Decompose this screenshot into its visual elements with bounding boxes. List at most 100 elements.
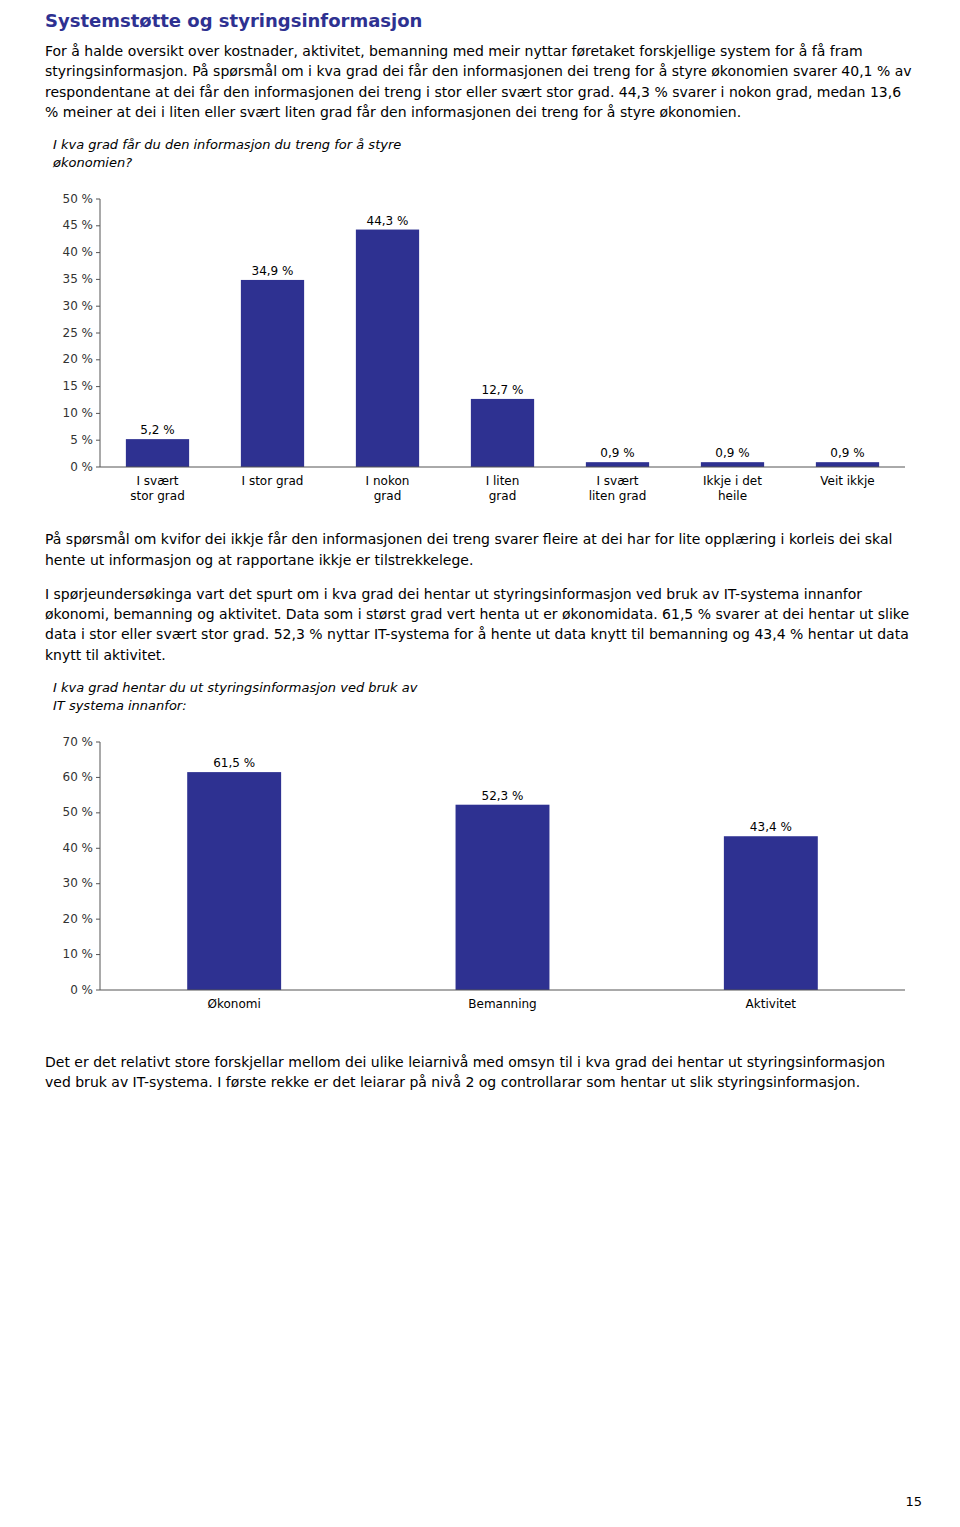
x-tick-label: Ikkje i detheile [703, 474, 762, 503]
y-tick [96, 813, 100, 814]
y-tick [96, 848, 100, 849]
x-tick-label: Økonomi [208, 997, 261, 1011]
y-tick-label: 45 % [63, 219, 94, 233]
y-tick [96, 440, 100, 441]
x-tick-label-line: Aktivitet [746, 997, 797, 1011]
y-tick-label: 0 % [70, 460, 93, 474]
x-axis-line [100, 467, 905, 468]
y-tick [96, 306, 100, 307]
x-tick-label: I sværtliten grad [589, 474, 647, 503]
y-tick [96, 360, 100, 361]
y-tick-label: 30 % [63, 299, 94, 313]
y-tick-label: 50 % [63, 806, 94, 820]
y-tick [96, 199, 100, 200]
y-tick-label: 40 % [63, 841, 94, 855]
y-tick-label: 20 % [63, 353, 94, 367]
data-label: 34,9 % [252, 264, 294, 278]
x-axis: Økonomi Bemanning Aktivitet [208, 997, 797, 1011]
y-tick [96, 742, 100, 743]
y-tick [96, 990, 100, 991]
x-tick-label-line: stor grad [130, 489, 185, 503]
x-tick-label-line: I svært [596, 474, 638, 488]
x-tick-label-line: Ikkje i det [703, 474, 762, 488]
data-label: 0,9 % [830, 446, 864, 460]
x-tick-label: I litengrad [486, 474, 520, 503]
x-tick-label: Bemanning [468, 997, 536, 1011]
y-tick [96, 467, 100, 468]
y-tick [96, 226, 100, 227]
y-tick-label: 35 % [63, 272, 94, 286]
chart-title: I kva grad får du den informasjon du tre… [53, 136, 915, 171]
page: Systemstøtte og styringsinformasjon For å… [45, 10, 915, 1107]
data-label: 44,3 % [367, 214, 409, 228]
bar [586, 462, 649, 467]
y-axis: 0 % 5 % 10 % 15 % 20 % 25 % 30 % 35 % 40 % 45 % 50… [63, 192, 101, 474]
x-tick-label: I sværtstor grad [130, 474, 185, 503]
chart-title: I kva grad hentar du ut styringsinformas… [53, 679, 915, 714]
bar [471, 399, 534, 467]
bar [126, 439, 189, 467]
y-tick [96, 386, 100, 387]
data-label: 12,7 % [482, 383, 524, 397]
x-tick-label-line: grad [489, 489, 517, 503]
x-tick-label-line: I stor grad [242, 474, 304, 488]
page-number: 15 [905, 1494, 922, 1509]
data-label: 5,2 % [140, 423, 174, 437]
x-tick-label-line: grad [374, 489, 402, 503]
x-axis: I sværtstor gradI stor gradI nokongradI … [130, 474, 875, 503]
y-axis-line [100, 742, 101, 990]
x-tick-label: I stor grad [242, 474, 304, 488]
y-tick-label: 30 % [63, 876, 94, 890]
page-title: Systemstøtte og styringsinformasjon [45, 10, 915, 31]
y-tick-label: 15 % [63, 379, 94, 393]
y-tick-label: 10 % [63, 406, 94, 420]
x-tick-label-line: Bemanning [468, 997, 536, 1011]
data-label: 52,3 % [482, 789, 524, 803]
bars [187, 772, 818, 990]
y-axis-line [100, 199, 101, 467]
paragraph: Det er det relativt store forskjellar me… [45, 1052, 915, 1093]
x-tick-label: Aktivitet [746, 997, 797, 1011]
x-axis-line [100, 990, 905, 991]
chart: 0 %10 %20 %30 %40 %50 %60 %70 %61,5 %52,… [45, 718, 915, 1038]
bar [356, 230, 419, 467]
y-tick-label: 40 % [63, 245, 94, 259]
data-label: 43,4 % [750, 820, 792, 834]
y-tick-label: 25 % [63, 326, 94, 340]
bar [456, 805, 550, 990]
y-tick-label: 60 % [63, 770, 94, 784]
chart: 0 % 5 % 10 % 15 % 20 % 25 % 30 % 35 % 40 % 45 % 50… [45, 175, 915, 515]
bar [241, 280, 304, 467]
y-tick [96, 919, 100, 920]
x-tick-label: Veit ikkje [820, 474, 874, 488]
y-tick-label: 10 % [63, 947, 94, 961]
y-tick [96, 777, 100, 778]
y-tick [96, 413, 100, 414]
data-labels: 61,5 % 52,3 % 43,4 % [213, 756, 792, 834]
paragraph: På spørsmål om kvifor dei ikkje får den … [45, 529, 915, 570]
y-axis: 0 %10 %20 %30 %40 %50 %60 %70 % [63, 735, 101, 997]
y-tick-label: 0 % [70, 983, 93, 997]
data-label: 0,9 % [715, 446, 749, 460]
y-tick-label: 5 % [70, 433, 93, 447]
x-tick-label-line: Veit ikkje [820, 474, 874, 488]
paragraph: I spørjeundersøkinga vart det spurt om i… [45, 584, 915, 665]
bar [187, 772, 281, 990]
data-label: 61,5 % [213, 756, 255, 770]
y-tick [96, 954, 100, 955]
y-tick [96, 252, 100, 253]
x-tick-label-line: I liten [486, 474, 520, 488]
bar [816, 462, 879, 467]
y-tick-label: 50 % [63, 192, 94, 206]
x-tick-label-line: Økonomi [208, 997, 261, 1011]
data-labels: 5,2 % 34,9 % 44,3 % 12,7 % 0,9 % 0,9 % 0,9 % [140, 214, 864, 461]
data-label: 0,9 % [600, 446, 634, 460]
x-tick-label-line: liten grad [589, 489, 647, 503]
bars [126, 230, 879, 467]
y-tick [96, 333, 100, 334]
y-tick [96, 279, 100, 280]
x-tick-label-line: I nokon [366, 474, 410, 488]
y-tick-label: 20 % [63, 912, 94, 926]
x-tick-label-line: heile [718, 489, 747, 503]
paragraph: For å halde oversikt over kostnader, akt… [45, 41, 915, 122]
